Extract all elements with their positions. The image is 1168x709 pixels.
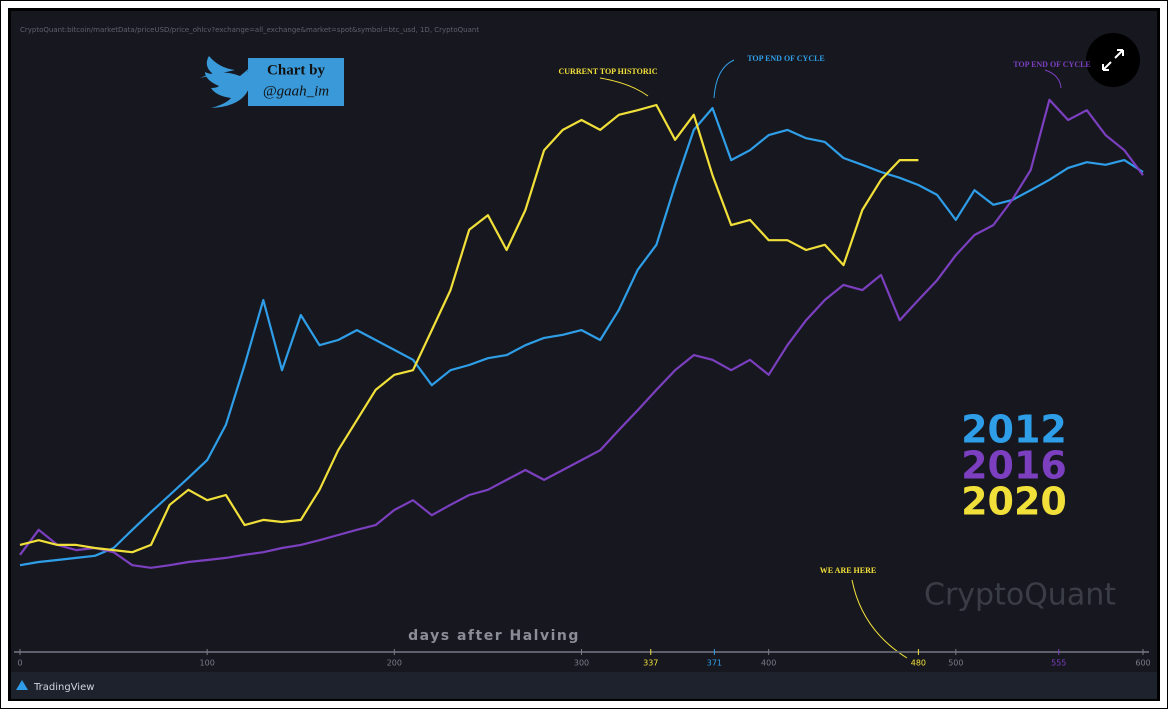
footer-logo: TradingView — [33, 682, 94, 693]
x-tick-label: 500 — [948, 659, 963, 668]
x-axis-label: days after Halving — [408, 628, 580, 644]
series-line — [19, 98, 1144, 569]
series-line — [19, 107, 1144, 567]
expand-icon — [1102, 49, 1124, 71]
annotation: WE ARE HERE — [820, 566, 876, 575]
arrow — [713, 59, 735, 99]
legend-entry: 2016 — [961, 444, 1067, 488]
x-tick-label: 0 — [17, 659, 22, 668]
legend-entry: 2020 — [961, 480, 1067, 524]
arrow — [1044, 69, 1062, 89]
tv-icon — [16, 680, 28, 690]
x-tick-label: 480 — [911, 659, 926, 668]
series-line — [19, 103, 919, 554]
badge-line: @gaah_im — [263, 83, 329, 99]
x-tick-label: 555 — [1051, 659, 1066, 668]
x-tick-label: 200 — [387, 659, 402, 668]
watermark: CryptoQuant — [924, 578, 1116, 613]
badge-line: Chart by — [267, 62, 325, 78]
x-tick-label: 300 — [574, 659, 589, 668]
x-tick-label: 371 — [707, 659, 722, 668]
x-tick-label: 337 — [643, 659, 658, 668]
bird-icon — [200, 56, 259, 108]
source: CryptoQuant:bitcoin/marketData/priceUSD/… — [20, 26, 479, 34]
plot-background — [11, 11, 1157, 672]
x-tick-label: 100 — [200, 659, 215, 668]
x-tick-label: 600 — [1135, 659, 1150, 668]
annotation: TOP END OF CYCLE — [747, 54, 825, 63]
annotation: TOP END OF CYCLE — [1013, 60, 1091, 69]
footer-bar — [11, 672, 1157, 699]
annotation: CURRENT TOP HISTORIC — [559, 67, 658, 76]
badge: Chart by @gaah_im — [200, 56, 344, 108]
arrow — [599, 77, 649, 97]
badge-box — [248, 58, 344, 106]
legend-entry: 2012 — [961, 408, 1067, 452]
expand-button[interactable] — [1086, 33, 1140, 87]
x-tick-label: 400 — [761, 659, 776, 668]
